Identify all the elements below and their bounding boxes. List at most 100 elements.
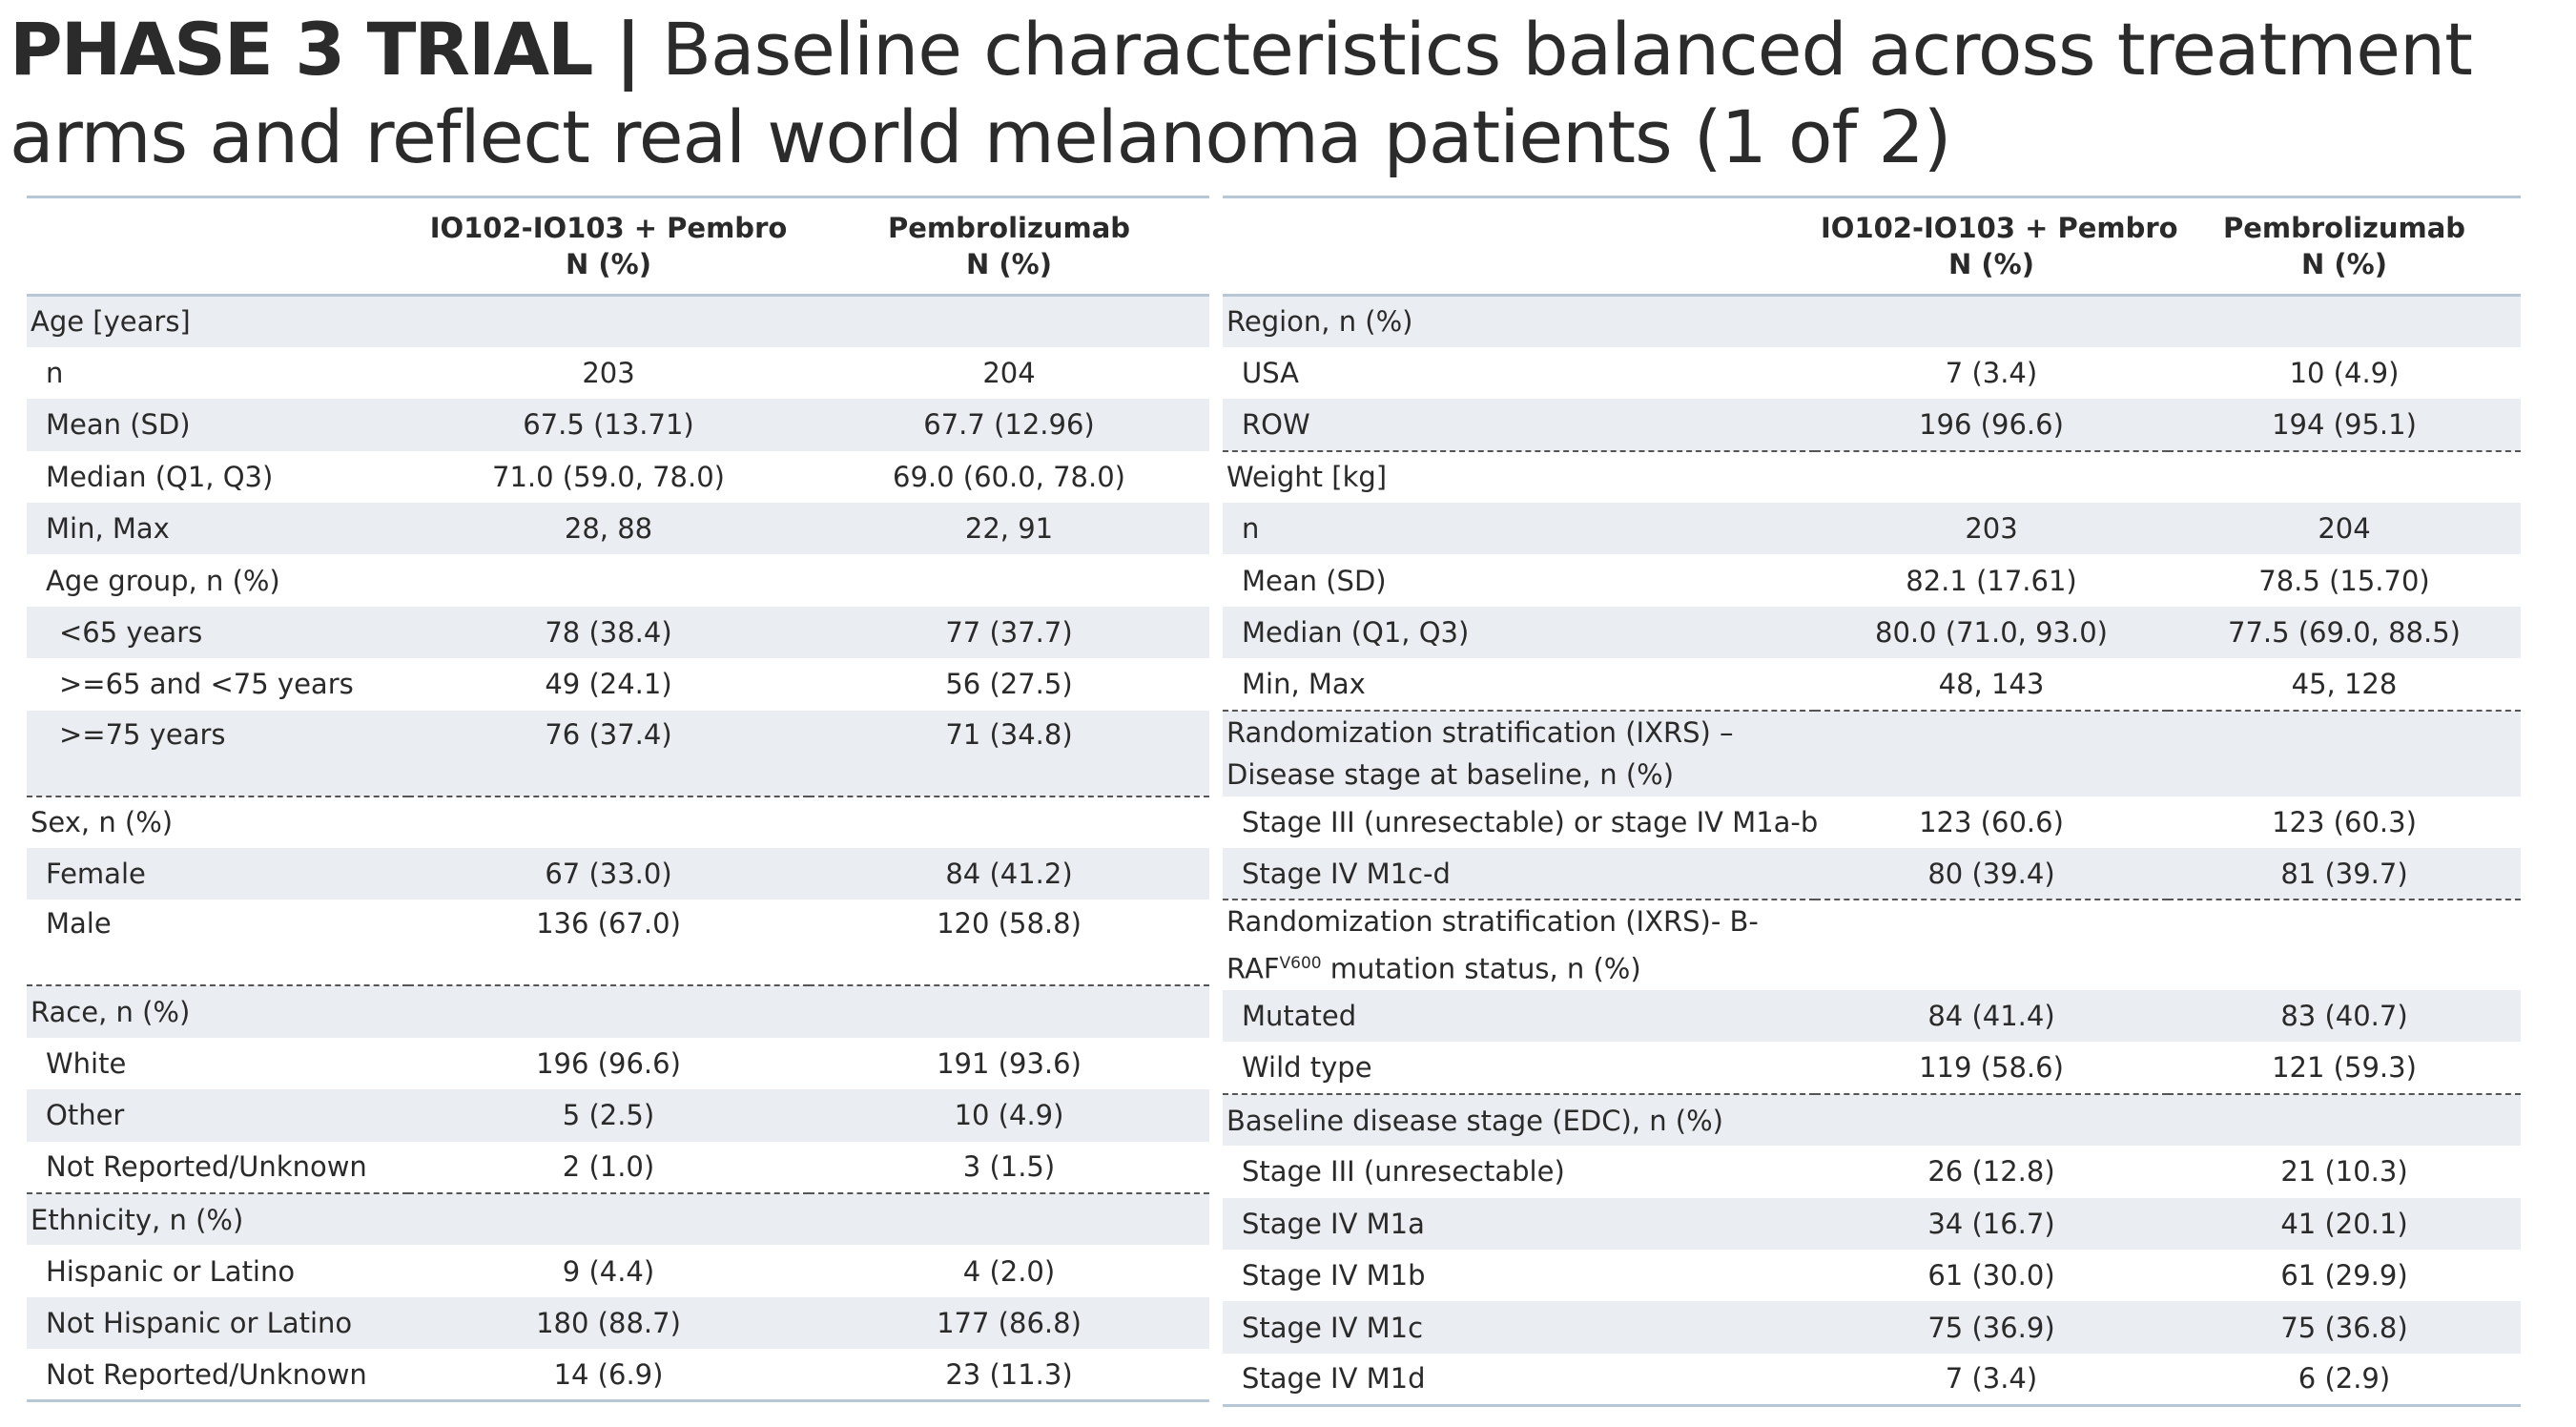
table-row: Ethnicity, n (%)	[27, 1192, 1209, 1246]
cell-combo: 196 (96.6)	[536, 1046, 681, 1080]
table-row: Sex, n (%)	[27, 796, 1209, 848]
cell-pembro: 69.0 (60.0, 78.0)	[893, 460, 1125, 493]
title-rest: Baseline characteristics balanced across…	[10, 7, 2473, 179]
row-label: White	[46, 1046, 127, 1080]
cell-combo	[1815, 711, 2168, 796]
baseline-table-right: IO102-IO103 + Pembro N (%) Pembrolizumab N…	[1223, 196, 2521, 1407]
table-header-row: IO102-IO103 + Pembro N (%) Pembrolizumab N…	[1223, 196, 2521, 297]
table-row: Region, n (%)	[1223, 295, 2521, 347]
row-label: Race, n (%)	[31, 996, 191, 1029]
row-label: Female	[46, 858, 146, 891]
row-label: Randomization stratification (IXRS) – Di…	[1226, 716, 1734, 792]
row-label: Age [years]	[31, 305, 191, 339]
cell-combo: 67 (33.0)	[545, 858, 672, 891]
table-row: Baseline disease stage (EDC), n (%)	[1223, 1093, 2521, 1147]
table-row: Stage III (unresectable) 26 (12.8) 21 (10.…	[1223, 1146, 2521, 1197]
cell-combo: 2 (1.0)	[408, 1141, 809, 1194]
cell-pembro: 83 (40.7)	[2280, 1000, 2408, 1033]
row-label: >=75 years	[27, 710, 408, 797]
cell-pembro	[2168, 1094, 2521, 1146]
row-label: n	[1242, 512, 1260, 546]
table-row: Stage III (unresectable) or stage IV M1a…	[1223, 796, 2521, 848]
row-label: Not Reported/Unknown	[27, 1349, 408, 1403]
table-row: Stage IV M1a 34 (16.7) 41 (20.1)	[1223, 1197, 2521, 1251]
row-label: Stage IV M1b	[1242, 1259, 1426, 1293]
cell-combo: 84 (41.4)	[1927, 1000, 2055, 1033]
cell-pembro: 204	[2318, 512, 2371, 546]
cell-combo: 67.5 (13.71)	[523, 408, 694, 442]
table-row: Mean (SD) 82.1 (17.61) 78.5 (15.70)	[1223, 554, 2521, 606]
table-row: Not Reported/Unknown 2 (1.0) 3 (1.5)	[27, 1141, 1209, 1194]
header-col-combo: IO102-IO103 + Pembro N (%)	[1815, 196, 2178, 297]
cell-combo: 80 (39.4)	[1815, 848, 2168, 901]
cell-combo: 80.0 (71.0, 93.0)	[1875, 616, 2108, 650]
row-label: Male	[27, 900, 408, 987]
cell-combo: 75 (36.9)	[1927, 1311, 2055, 1344]
row-label: n	[46, 357, 64, 390]
cell-combo: 203	[1965, 512, 2018, 546]
cell-pembro: 23 (11.3)	[809, 1349, 1209, 1403]
header-pembro-label: Pembrolizumab	[2222, 212, 2466, 244]
header-combo-unit: N (%)	[1948, 248, 2034, 280]
cell-combo	[408, 985, 809, 1037]
cell-pembro: 6 (2.9)	[2168, 1353, 2521, 1407]
cell-pembro: 81 (39.7)	[2168, 848, 2521, 901]
cell-combo	[408, 296, 809, 347]
table-row: Age [years]	[27, 295, 1209, 347]
cell-combo: 14 (6.9)	[408, 1349, 809, 1403]
row-label: Min, Max	[1223, 658, 1815, 712]
cell-combo	[1815, 296, 2168, 347]
cell-pembro	[2168, 711, 2521, 796]
row-label: Median (Q1, Q3)	[46, 460, 274, 493]
cell-pembro	[809, 985, 1209, 1037]
row-label: Sex, n (%)	[31, 806, 174, 839]
row-label: Mean (SD)	[46, 408, 191, 442]
cell-pembro: 45, 128	[2168, 658, 2521, 712]
table-row: ROW 196 (96.6) 194 (95.1)	[1223, 399, 2521, 452]
row-label: Stage IV M1d	[1223, 1353, 1815, 1407]
cell-pembro: 77 (37.7)	[945, 616, 1073, 650]
table-row: Randomization stratification (IXRS)- B-R…	[1223, 900, 2521, 990]
row-label: Ethnicity, n (%)	[31, 1203, 244, 1236]
row-label: Stage IV M1c	[1242, 1311, 1424, 1344]
braf-label-sup: V600	[1279, 954, 1322, 974]
braf-label-post: mutation status, n (%)	[1321, 953, 1641, 986]
table-row: Stage IV M1c 75 (36.9) 75 (36.8)	[1223, 1301, 2521, 1354]
table-row: Stage IV M1b 61 (30.0) 61 (29.9)	[1223, 1250, 2521, 1301]
cell-combo: 78 (38.4)	[545, 616, 672, 650]
cell-combo: 7 (3.4)	[1815, 1353, 2168, 1407]
row-label: Age group, n (%)	[46, 564, 280, 597]
row-label: Median (Q1, Q3)	[1242, 616, 1470, 650]
table-row: Stage IV M1c-d 80 (39.4) 81 (39.7)	[1223, 848, 2521, 901]
cell-combo: 7 (3.4)	[1945, 357, 2038, 390]
cell-pembro: 41 (20.1)	[2280, 1207, 2408, 1240]
cell-combo: 76 (37.4)	[408, 710, 809, 797]
row-label: Stage IV M1a	[1242, 1207, 1425, 1240]
cell-combo: 82.1 (17.61)	[1906, 564, 2077, 597]
cell-combo: 61 (30.0)	[1927, 1259, 2055, 1293]
table-row: Mutated 84 (41.4) 83 (40.7)	[1223, 990, 2521, 1043]
cell-pembro: 120 (58.8)	[809, 900, 1209, 987]
table-row: n 203 204	[27, 347, 1209, 399]
cell-pembro: 75 (36.8)	[2280, 1311, 2408, 1344]
table-row: Not Hispanic or Latino 180 (88.7) 177 (86.…	[27, 1296, 1209, 1350]
row-label: Mutated	[1242, 1000, 1357, 1033]
cell-pembro: 71 (34.8)	[809, 710, 1209, 797]
cell-pembro: 121 (59.3)	[2168, 1042, 2521, 1095]
table-row: >=75 years 76 (37.4) 71 (34.8)	[27, 710, 1209, 797]
cell-pembro: 78.5 (15.70)	[2258, 564, 2430, 597]
table-row: Mean (SD) 67.5 (13.71) 67.7 (12.96)	[27, 399, 1209, 451]
cell-pembro	[2168, 451, 2521, 503]
cell-pembro: 191 (93.6)	[937, 1046, 1082, 1080]
table-row: Age group, n (%)	[27, 554, 1209, 606]
cell-pembro: 3 (1.5)	[809, 1141, 1209, 1194]
cell-combo: 136 (67.0)	[408, 900, 809, 987]
cell-pembro	[809, 796, 1209, 848]
table-row: USA 7 (3.4) 10 (4.9)	[1223, 347, 2521, 399]
header-combo-label: IO102-IO103 + Pembro	[429, 212, 788, 244]
cell-combo: 5 (2.5)	[562, 1099, 655, 1132]
cell-pembro: 61 (29.9)	[2280, 1259, 2408, 1293]
row-label: Baseline disease stage (EDC), n (%)	[1226, 1104, 1723, 1137]
cell-combo: 71.0 (59.0, 78.0)	[492, 460, 725, 493]
cell-combo	[1815, 451, 2168, 503]
